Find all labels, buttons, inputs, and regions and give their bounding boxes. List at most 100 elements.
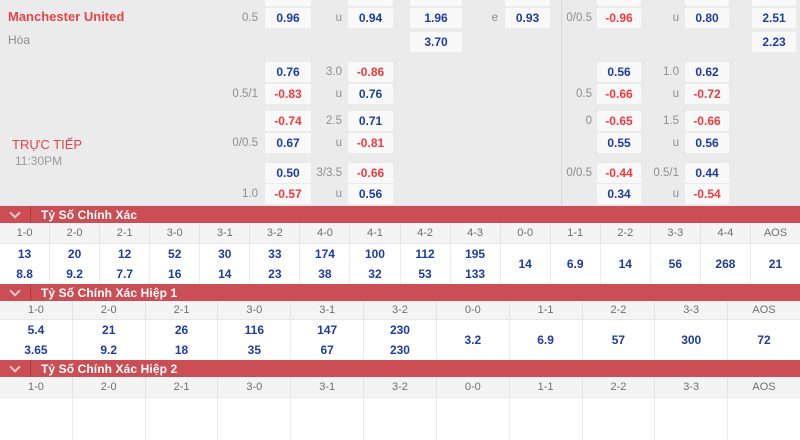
score-odds-value[interactable]: 18 — [174, 343, 189, 357]
score-odds-value[interactable]: 14 — [518, 257, 532, 271]
home-team-name[interactable]: Manchester United — [8, 9, 125, 24]
odds-value[interactable]: 0.94 — [348, 8, 393, 28]
odds-value[interactable]: 0.76 — [265, 62, 311, 82]
score-odds-value[interactable]: 112 — [415, 247, 435, 261]
odds-label: 1.5 — [663, 115, 679, 127]
score-odds-value[interactable]: 9.2 — [66, 267, 83, 281]
score-odds-value[interactable]: 53 — [418, 267, 432, 281]
score-header-cell: 2-2 — [583, 377, 656, 397]
score-odds-value[interactable]: 23 — [268, 267, 282, 281]
score-column — [291, 398, 365, 440]
odds-value[interactable]: -0.54 — [685, 184, 729, 204]
score-odds-value[interactable]: 3.2 — [464, 333, 482, 347]
score-odds-value[interactable]: 20 — [67, 247, 82, 261]
odds-value[interactable]: -0.65 — [597, 111, 641, 131]
odds-value[interactable]: 2.51 — [752, 8, 796, 28]
odds-value[interactable]: -0.86 — [348, 62, 393, 82]
score-header-row: 1-0 2-0 2-1 3-0 3-1 3-2 4-0 4-1 4-2 4-3 0-0 1-1 2-2 3… — [0, 223, 800, 244]
score-header-cell: 3-1 — [291, 301, 365, 319]
odds-value[interactable]: 0.34 — [597, 184, 641, 204]
score-odds-value[interactable]: 57 — [611, 333, 626, 347]
odds-value[interactable]: -0.74 — [265, 111, 311, 131]
score-odds-value[interactable]: 3.65 — [24, 343, 48, 357]
odds-section-divider — [561, 0, 562, 206]
score-odds-value[interactable]: 116 — [244, 323, 265, 337]
score-odds-value[interactable]: 195 — [465, 247, 486, 261]
score-header-cell: 2-2 — [583, 301, 656, 319]
odds-value[interactable]: 2.23 — [752, 32, 796, 52]
odds-value[interactable]: 0.80 — [685, 8, 729, 28]
score-odds-value[interactable]: 14 — [618, 257, 632, 271]
score-odds-value[interactable]: 35 — [247, 343, 262, 357]
odds-value[interactable]: 0.96 — [265, 8, 311, 28]
odds-value[interactable]: 0.56 — [348, 184, 393, 204]
score-odds-value[interactable]: 30 — [218, 247, 232, 261]
odds-value[interactable]: 0.50 — [265, 163, 311, 183]
score-odds-value[interactable]: 26 — [174, 323, 189, 337]
score-column: 14 — [601, 244, 651, 284]
odds-value[interactable]: -0.72 — [685, 84, 729, 104]
odds-value[interactable]: 1.96 — [410, 8, 462, 28]
odds-value[interactable]: 0.93 — [505, 8, 550, 28]
odds-value[interactable]: 0.67 — [265, 133, 311, 153]
odds-value[interactable]: 0.76 — [348, 84, 393, 104]
score-odds-value[interactable]: 230 — [389, 323, 410, 337]
odds-value[interactable]: 0.56 — [685, 133, 729, 153]
score-odds-value[interactable]: 5.4 — [27, 323, 45, 337]
odds-value[interactable]: 0.55 — [597, 133, 641, 153]
score-column: 6.9 — [510, 320, 583, 360]
score-odds-value[interactable]: 7.7 — [116, 267, 133, 281]
score-tables: Tỷ Số Chính Xác 1-0 2-0 2-1 3-0 3-1 3-2 4-0 4-1 4… — [0, 206, 800, 440]
odds-label: u — [672, 137, 679, 149]
odds-value[interactable]: 0.56 — [597, 62, 641, 82]
score-header-cell: 3-3 — [651, 223, 701, 243]
score-header-cell: 3-3 — [655, 377, 729, 397]
score-odds-value[interactable]: 21 — [102, 323, 116, 337]
score-odds-value[interactable]: 32 — [368, 267, 382, 281]
odds-value[interactable]: -0.96 — [597, 8, 641, 28]
odds-value[interactable]: -0.66 — [597, 84, 641, 104]
score-odds-value[interactable]: 14 — [218, 267, 232, 281]
score-odds-value[interactable]: 52 — [168, 247, 182, 261]
odds-value[interactable]: -0.44 — [597, 163, 641, 183]
score-header-cell: 2-2 — [601, 223, 651, 243]
score-odds-value[interactable]: 300 — [681, 333, 702, 347]
score-header-cell: 1-1 — [551, 223, 601, 243]
odds-value[interactable]: 0.71 — [348, 111, 393, 131]
score-odds-value[interactable]: 6.9 — [566, 257, 584, 271]
score-odds-value[interactable]: 8.8 — [16, 267, 33, 281]
chevron-down-icon[interactable] — [0, 360, 31, 377]
score-odds-value[interactable]: 33 — [268, 247, 282, 261]
score-odds-value[interactable]: 16 — [168, 267, 182, 281]
odds-value[interactable]: 0.44 — [685, 163, 729, 183]
chevron-down-icon[interactable] — [0, 206, 31, 223]
odds-value[interactable]: -0.66 — [685, 111, 729, 131]
score-odds-value[interactable]: 133 — [465, 267, 486, 281]
score-column — [583, 398, 656, 440]
odds-value[interactable]: -0.66 — [348, 163, 393, 183]
score-column — [218, 398, 292, 440]
score-header-cell: 4-4 — [701, 223, 751, 243]
score-odds-value[interactable]: 174 — [314, 247, 335, 261]
odds-label: 0.5/1 — [653, 167, 679, 179]
score-odds-value[interactable]: 67 — [320, 343, 334, 357]
score-odds-value[interactable]: 13 — [17, 247, 32, 261]
score-odds-value[interactable]: 12 — [117, 247, 132, 261]
score-odds-value[interactable]: 6.9 — [537, 333, 554, 347]
odds-value[interactable]: 0.62 — [685, 62, 729, 82]
score-odds-value[interactable]: 268 — [715, 257, 736, 271]
score-odds-value[interactable]: 9.2 — [100, 343, 118, 357]
odds-value-cutoff — [752, 0, 796, 6]
score-odds-value[interactable]: 21 — [768, 257, 783, 271]
score-odds-value[interactable]: 56 — [668, 257, 683, 271]
chevron-down-icon[interactable] — [0, 284, 31, 301]
odds-value[interactable]: 3.70 — [410, 32, 462, 52]
score-odds-value[interactable]: 230 — [389, 343, 410, 357]
score-odds-value[interactable]: 38 — [318, 267, 332, 281]
odds-value[interactable]: -0.57 — [265, 184, 311, 204]
score-odds-value[interactable]: 147 — [317, 323, 338, 337]
odds-value[interactable]: -0.81 — [348, 133, 393, 153]
score-odds-value[interactable]: 100 — [364, 247, 385, 261]
score-odds-value[interactable]: 72 — [757, 333, 771, 347]
odds-value[interactable]: -0.83 — [265, 84, 311, 104]
